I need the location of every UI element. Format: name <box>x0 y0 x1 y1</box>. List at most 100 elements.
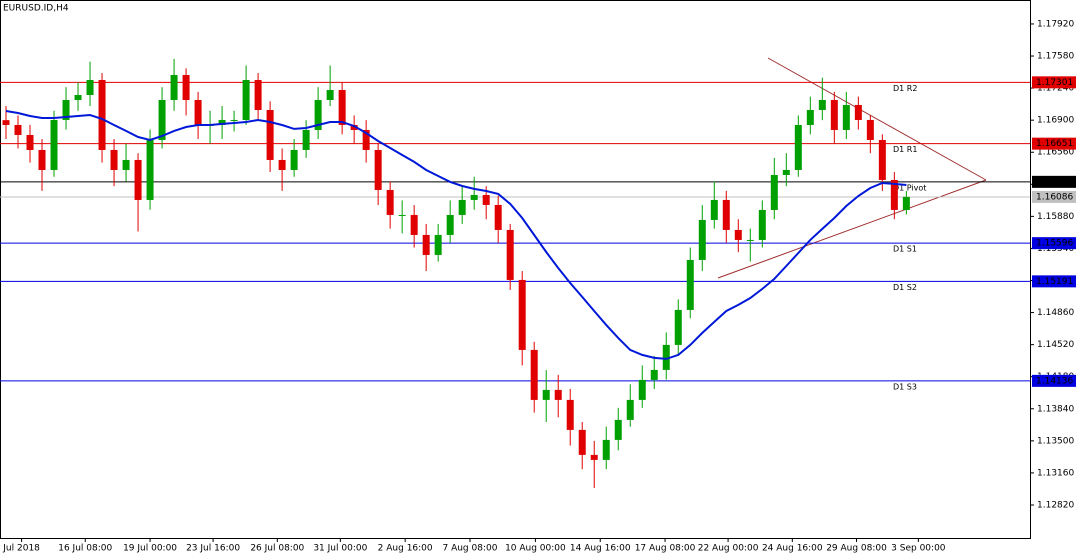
candle-body <box>506 229 514 280</box>
price-tag <box>1032 137 1076 150</box>
candle-body <box>686 259 694 310</box>
candle-body <box>614 419 622 440</box>
candle-body <box>782 169 790 175</box>
candle-body <box>446 214 454 235</box>
candle-body <box>278 159 286 170</box>
x-tick-label: 16 Jul 08:00 <box>58 544 112 554</box>
candle-body <box>374 149 382 190</box>
candle-body <box>602 439 610 460</box>
candle-body <box>638 379 646 400</box>
candle-body <box>854 104 862 120</box>
price-tag-label: 1.16086 <box>1036 192 1073 202</box>
candle-body <box>2 120 10 125</box>
level-label: D1 Pivot <box>893 183 926 192</box>
candle-body <box>842 104 850 130</box>
candle-body <box>530 349 538 400</box>
candle-body <box>254 79 262 110</box>
y-tick-label: 1.14860 <box>1037 308 1074 318</box>
candle-body <box>878 139 886 180</box>
candle-body <box>362 129 370 150</box>
price-tag <box>1032 237 1076 250</box>
x-tick-label: 2 Aug 16:00 <box>378 544 433 554</box>
y-tick-label: 1.15880 <box>1037 212 1074 222</box>
candle-body <box>302 129 310 150</box>
candle-body <box>74 94 82 100</box>
candle-body <box>578 429 586 455</box>
candle-body <box>38 149 46 170</box>
level-label: D1 S1 <box>893 245 917 254</box>
candle-body <box>482 194 490 205</box>
candle-body <box>770 174 778 210</box>
candle-body <box>218 119 226 125</box>
x-tick-label: 3 Sep 00:00 <box>891 544 946 554</box>
candle-body <box>542 389 550 400</box>
candle-body <box>734 229 742 240</box>
candle-body <box>566 399 574 430</box>
candle-body <box>698 219 706 260</box>
candle-body <box>422 234 430 255</box>
price-tag-label: 1.15596 <box>1036 239 1073 249</box>
candle-body <box>626 399 634 420</box>
candle-body <box>794 124 802 170</box>
y-tick-label: 1.16560 <box>1037 148 1074 158</box>
price-tag-label: 1.14136 <box>1036 376 1073 386</box>
level-label: D1 R1 <box>893 145 917 154</box>
y-tick-label: 1.17580 <box>1037 52 1074 62</box>
x-tick-label: 17 Aug 08:00 <box>635 544 696 554</box>
level-label: D1 R2 <box>893 84 917 93</box>
candle-body <box>518 279 526 350</box>
x-tick-label: 22 Aug 00:00 <box>698 544 759 554</box>
x-tick-label: 14 Aug 16:00 <box>570 544 631 554</box>
candle-body <box>806 109 814 125</box>
candle-body <box>818 99 826 110</box>
price-tag <box>1032 76 1076 89</box>
candle-body <box>266 109 274 160</box>
candle-body <box>122 159 130 170</box>
price-tag-label: 1.16246 <box>1036 177 1073 187</box>
candle-body <box>182 74 190 100</box>
y-tick-label: 1.13160 <box>1037 468 1074 478</box>
candle-body <box>230 119 238 121</box>
candle-body <box>470 194 478 200</box>
candle-body <box>866 119 874 140</box>
level-label: D1 S3 <box>893 382 917 391</box>
candle-body <box>242 79 250 120</box>
candle-body <box>410 214 418 235</box>
candle-body <box>398 214 406 216</box>
trend-line <box>717 179 987 279</box>
candle-body <box>110 149 118 170</box>
y-tick-label: 1.12820 <box>1037 500 1074 510</box>
price-tag <box>1032 175 1076 188</box>
candle-body <box>26 134 34 150</box>
candle-body <box>830 99 838 130</box>
candle-body <box>758 209 766 240</box>
candle-body <box>590 454 598 460</box>
y-tick-label: 1.16900 <box>1037 116 1074 126</box>
x-tick-label: 24 Aug 16:00 <box>762 544 823 554</box>
candle-body <box>290 149 298 170</box>
x-tick-label: 31 Jul 00:00 <box>313 544 367 554</box>
y-tick-label: 1.14520 <box>1037 340 1074 350</box>
candle-body <box>554 389 562 400</box>
candle-body <box>326 89 334 100</box>
candle-body <box>14 124 22 135</box>
x-tick-label: 10 Aug 00:00 <box>505 544 566 554</box>
candle-body <box>386 189 394 215</box>
price-tag <box>1032 275 1076 288</box>
candle-body <box>194 99 202 125</box>
candle-body <box>902 196 910 210</box>
price-tag-label: 1.15191 <box>1036 277 1073 287</box>
candle-body <box>722 199 730 230</box>
candle-body <box>170 74 178 100</box>
candle-body <box>890 179 898 210</box>
y-tick-label: 1.17920 <box>1037 19 1074 29</box>
candle-body <box>674 309 682 345</box>
x-tick-label: 7 Aug 08:00 <box>442 544 497 554</box>
candle-body <box>746 239 754 241</box>
x-tick-label: 29 Aug 08:00 <box>826 544 887 554</box>
candle-body <box>350 124 358 130</box>
candle-body <box>494 204 502 230</box>
candle-body <box>86 79 94 95</box>
candle-body <box>338 89 346 125</box>
